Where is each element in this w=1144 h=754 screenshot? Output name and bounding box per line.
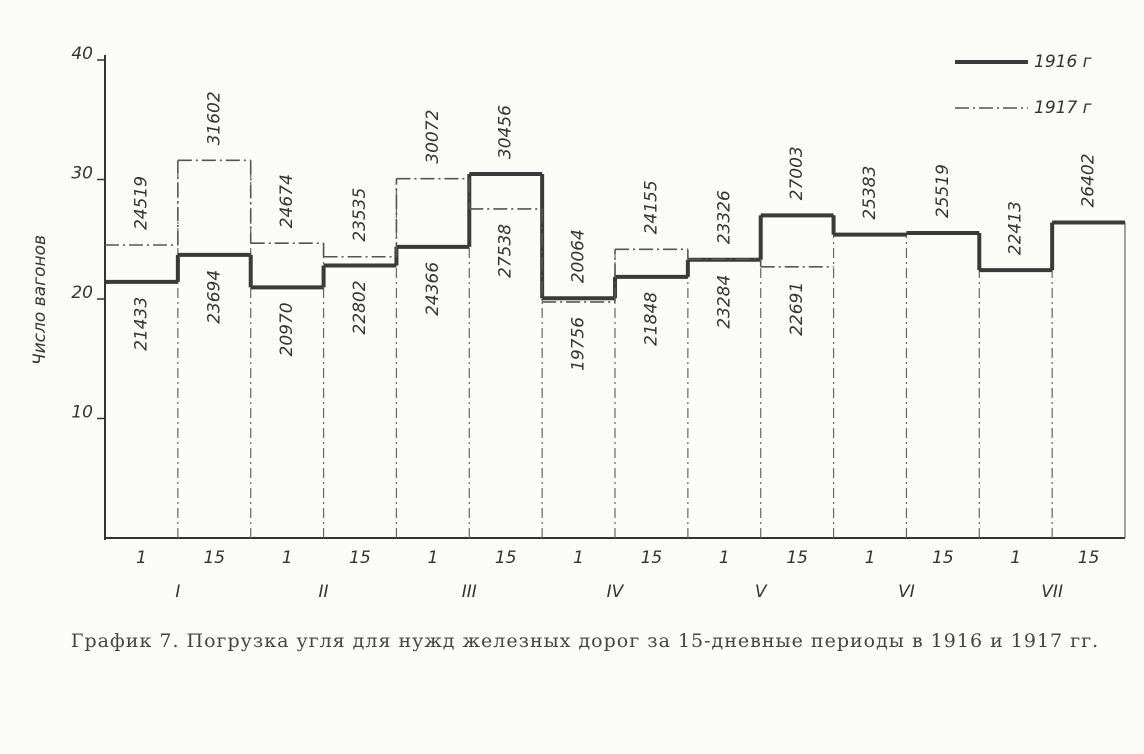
x-tick-label: 15 [641, 548, 663, 568]
value-label: 30456 [496, 105, 516, 159]
value-label: 24155 [641, 180, 661, 234]
x-tick-label: 1 [282, 548, 293, 568]
group-label: I [175, 582, 180, 602]
value-label: 23694 [204, 270, 224, 324]
chart-title: График 7. Погрузка угля для нужд железны… [70, 630, 1100, 652]
value-label: 30072 [423, 110, 443, 164]
y-tick-label: 30 [71, 164, 93, 184]
y-axis-label: Число вагонов [30, 235, 50, 365]
x-tick-label: 1 [1010, 548, 1021, 568]
group-label: III [462, 582, 477, 602]
x-tick-label: 1 [427, 548, 438, 568]
x-tick-label: 1 [719, 548, 730, 568]
chart: Число вагонов 10 20 30 40 1 15 1 15 1 15 1 15 1 15 1 15… [30, 44, 1126, 602]
value-label: 22802 [350, 280, 370, 334]
value-label: 24674 [277, 174, 297, 228]
x-tick-label: 15 [495, 548, 517, 568]
legend-label: 1916 г [1034, 52, 1092, 72]
x-tick-label: 1 [865, 548, 876, 568]
y-tick-label: 10 [71, 403, 93, 423]
value-label: 22691 [787, 282, 807, 336]
y-tick-label: 20 [71, 283, 93, 303]
value-label: 24519 [131, 176, 151, 230]
value-label: 22413 [1006, 201, 1026, 255]
group-label: VI [898, 582, 915, 602]
x-tick-label: 1 [573, 548, 584, 568]
x-tick-label: 15 [786, 548, 808, 568]
value-label: 27538 [496, 224, 516, 278]
group-label: IV [607, 582, 625, 602]
y-tick-label: 40 [71, 44, 93, 64]
value-label: 23284 [714, 275, 734, 329]
x-tick-label: 15 [932, 548, 954, 568]
x-tick-label: 1 [136, 548, 147, 568]
value-label: 21433 [131, 297, 151, 351]
x-tick-label: 15 [1078, 548, 1100, 568]
value-label: 24366 [423, 262, 443, 316]
value-label: 23326 [714, 190, 734, 244]
value-label: 31602 [204, 91, 224, 145]
value-label: 25383 [860, 166, 880, 220]
value-label: 20970 [277, 302, 297, 356]
value-label: 19756 [569, 317, 589, 371]
value-label: 25519 [933, 164, 953, 218]
value-label: 27003 [787, 146, 807, 200]
x-tick-label: 15 [349, 548, 371, 568]
group-label: V [755, 582, 768, 602]
value-label: 21848 [641, 292, 661, 346]
value-label: 20064 [569, 229, 589, 283]
value-label: 23535 [350, 188, 370, 242]
group-label: II [319, 582, 329, 602]
group-label: VII [1041, 582, 1063, 602]
value-label: 26402 [1079, 153, 1099, 207]
legend-label: 1917 г [1034, 98, 1092, 118]
x-tick-label: 15 [203, 548, 225, 568]
